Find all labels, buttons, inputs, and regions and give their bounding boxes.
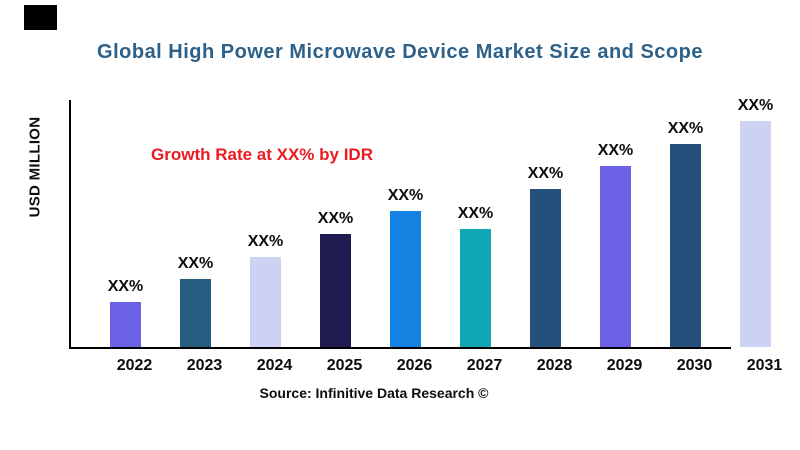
bar-2022	[110, 301, 141, 347]
x-tick-label-2023: 2023	[186, 357, 223, 374]
x-tick-label-2029: 2029	[606, 357, 643, 374]
x-tick-label-2024: 2024	[256, 357, 293, 374]
corner-black-mark	[24, 5, 57, 30]
bar-2028	[530, 188, 561, 347]
y-axis-line	[69, 100, 71, 349]
x-tick-label-2022: 2022	[116, 357, 153, 374]
bar-value-label-2022: XX%	[107, 277, 144, 295]
bar-value-label-2023: XX%	[177, 255, 214, 273]
bar-2023	[180, 279, 211, 347]
bar-2029	[600, 166, 631, 347]
bar-2027	[460, 229, 491, 347]
bar-2031	[740, 121, 771, 347]
bar-value-label-2026: XX%	[387, 187, 424, 205]
x-tick-label-2030: 2030	[676, 357, 713, 374]
growth-rate-annotation: Growth Rate at XX% by IDR	[151, 145, 373, 164]
x-axis-line	[69, 347, 731, 349]
bar-2026	[390, 211, 421, 347]
bar-value-label-2031: XX%	[737, 97, 774, 114]
x-tick-label-2027: 2027	[466, 357, 503, 374]
x-tick-label-2026: 2026	[396, 357, 433, 374]
bar-2024	[250, 256, 281, 347]
bar-value-label-2024: XX%	[247, 232, 284, 250]
bar-value-label-2025: XX%	[317, 210, 354, 227]
x-tick-label-2025: 2025	[326, 357, 363, 374]
x-tick-label-2028: 2028	[536, 357, 573, 374]
bar-value-label-2027: XX%	[457, 205, 494, 223]
chart-title: Global High Power Microwave Device Marke…	[97, 41, 703, 63]
bar-value-label-2030: XX%	[667, 119, 704, 137]
bar-value-label-2029: XX%	[597, 142, 634, 160]
bar-2025	[320, 234, 351, 347]
bar-value-label-2028: XX%	[527, 164, 564, 182]
bar-2030	[670, 143, 701, 347]
x-tick-label-2031: 2031	[746, 357, 783, 374]
source-attribution: Source: Infinitive Data Research ©	[259, 385, 489, 401]
